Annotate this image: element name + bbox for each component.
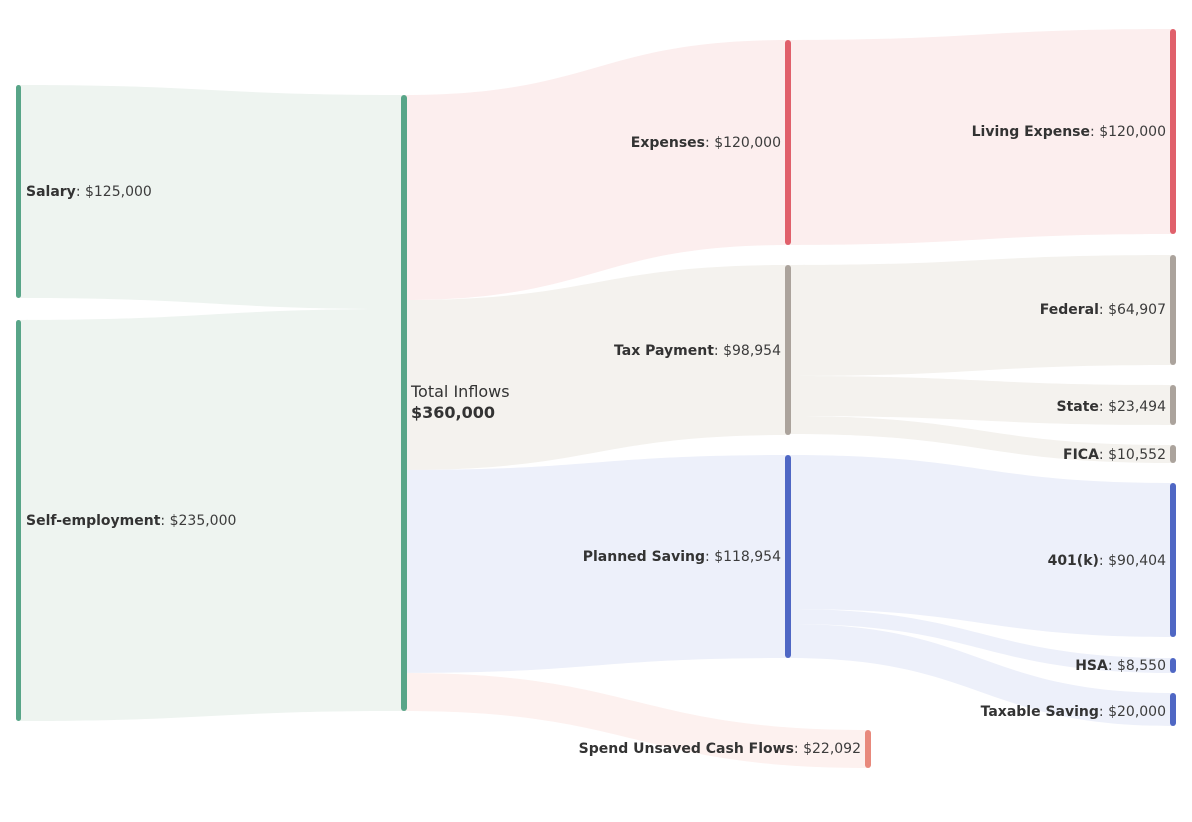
label-salary-name: Salary <box>26 184 76 200</box>
label-tax-payment: Tax Payment: $98,954 <box>614 343 781 359</box>
label-spend-unsaved-name: Spend Unsaved Cash Flows <box>579 741 794 757</box>
flow-total-to-expenses <box>404 40 788 300</box>
flow-salary-to-total <box>18 85 404 309</box>
flow-tax-to-fica <box>788 416 1173 463</box>
label-expenses-value: $120,000 <box>714 135 781 151</box>
flow-total-to-planned-saving <box>404 455 788 673</box>
label-fica-value: $10,552 <box>1108 447 1166 463</box>
flow-total-to-tax-payment <box>404 265 788 470</box>
label-tax-payment-value: $98,954 <box>723 343 781 359</box>
label-state: State: $23,494 <box>1057 399 1167 415</box>
label-taxable-saving-name: Taxable Saving <box>981 704 1099 720</box>
flow-saving-to-taxable <box>788 624 1173 726</box>
flows <box>18 29 1173 768</box>
node-taxable-saving-bar <box>1170 693 1176 726</box>
label-spend-unsaved-value: $22,092 <box>803 741 861 757</box>
flow-total-to-spend-unsaved <box>404 673 867 768</box>
label-taxable-saving: Taxable Saving: $20,000 <box>981 704 1166 720</box>
node-total-bar <box>401 95 407 711</box>
label-federal: Federal: $64,907 <box>1040 302 1166 318</box>
flow-tax-to-federal <box>788 255 1173 376</box>
label-salary: Salary: $125,000 <box>26 184 152 200</box>
label-tax-payment-name: Tax Payment <box>614 343 714 359</box>
label-self-employment-name: Self-employment <box>26 513 161 529</box>
labels: Salary: $125,000 Self-employment: $235,0… <box>26 124 1166 757</box>
label-state-name: State <box>1057 399 1099 415</box>
label-taxable-saving-value: $20,000 <box>1108 704 1166 720</box>
label-expenses-name: Expenses <box>631 135 705 151</box>
label-state-value: $23,494 <box>1108 399 1166 415</box>
total-inflows-value: $360,000 <box>411 403 495 422</box>
node-401k-bar <box>1170 483 1176 637</box>
flow-saving-to-401k <box>788 455 1173 637</box>
label-fica-name: FICA <box>1063 447 1099 463</box>
node-fica-bar <box>1170 445 1176 463</box>
label-salary-value: $125,000 <box>85 184 152 200</box>
node-salary-bar <box>16 85 21 298</box>
label-planned-saving-value: $118,954 <box>714 549 781 565</box>
label-401k-name: 401(k) <box>1048 553 1099 569</box>
label-living-expense-name: Living Expense <box>972 124 1090 140</box>
label-hsa: HSA: $8,550 <box>1075 658 1166 674</box>
label-expenses: Expenses: $120,000 <box>631 135 781 151</box>
label-spend-unsaved: Spend Unsaved Cash Flows: $22,092 <box>579 741 861 757</box>
label-living-expense-value: $120,000 <box>1099 124 1166 140</box>
label-401k-value: $90,404 <box>1108 553 1166 569</box>
label-federal-value: $64,907 <box>1108 302 1166 318</box>
node-self-employment-bar <box>16 320 21 721</box>
node-federal-bar <box>1170 255 1176 365</box>
flow-self-employment-to-total <box>18 309 404 721</box>
nodes <box>16 29 1176 768</box>
label-hsa-name: HSA <box>1075 658 1108 674</box>
node-hsa-bar <box>1170 658 1176 673</box>
label-federal-name: Federal <box>1040 302 1099 318</box>
label-living-expense: Living Expense: $120,000 <box>972 124 1166 140</box>
label-planned-saving-name: Planned Saving <box>583 549 705 565</box>
flow-saving-to-hsa <box>788 609 1173 673</box>
node-tax-payment-bar <box>785 265 791 435</box>
node-state-bar <box>1170 385 1176 425</box>
total-inflows-title: Total Inflows <box>410 382 510 401</box>
label-planned-saving: Planned Saving: $118,954 <box>583 549 781 565</box>
node-spend-unsaved-bar <box>865 730 871 768</box>
label-fica: FICA: $10,552 <box>1063 447 1166 463</box>
label-self-employment: Self-employment: $235,000 <box>26 513 236 529</box>
node-living-expense-bar <box>1170 29 1176 234</box>
label-hsa-value: $8,550 <box>1117 658 1166 674</box>
node-expenses-bar <box>785 40 791 245</box>
flow-expenses-to-living-expense <box>788 29 1173 245</box>
node-planned-saving-bar <box>785 455 791 658</box>
flow-tax-to-state <box>788 376 1173 425</box>
label-self-employment-value: $235,000 <box>170 513 237 529</box>
label-401k: 401(k): $90,404 <box>1048 553 1167 569</box>
